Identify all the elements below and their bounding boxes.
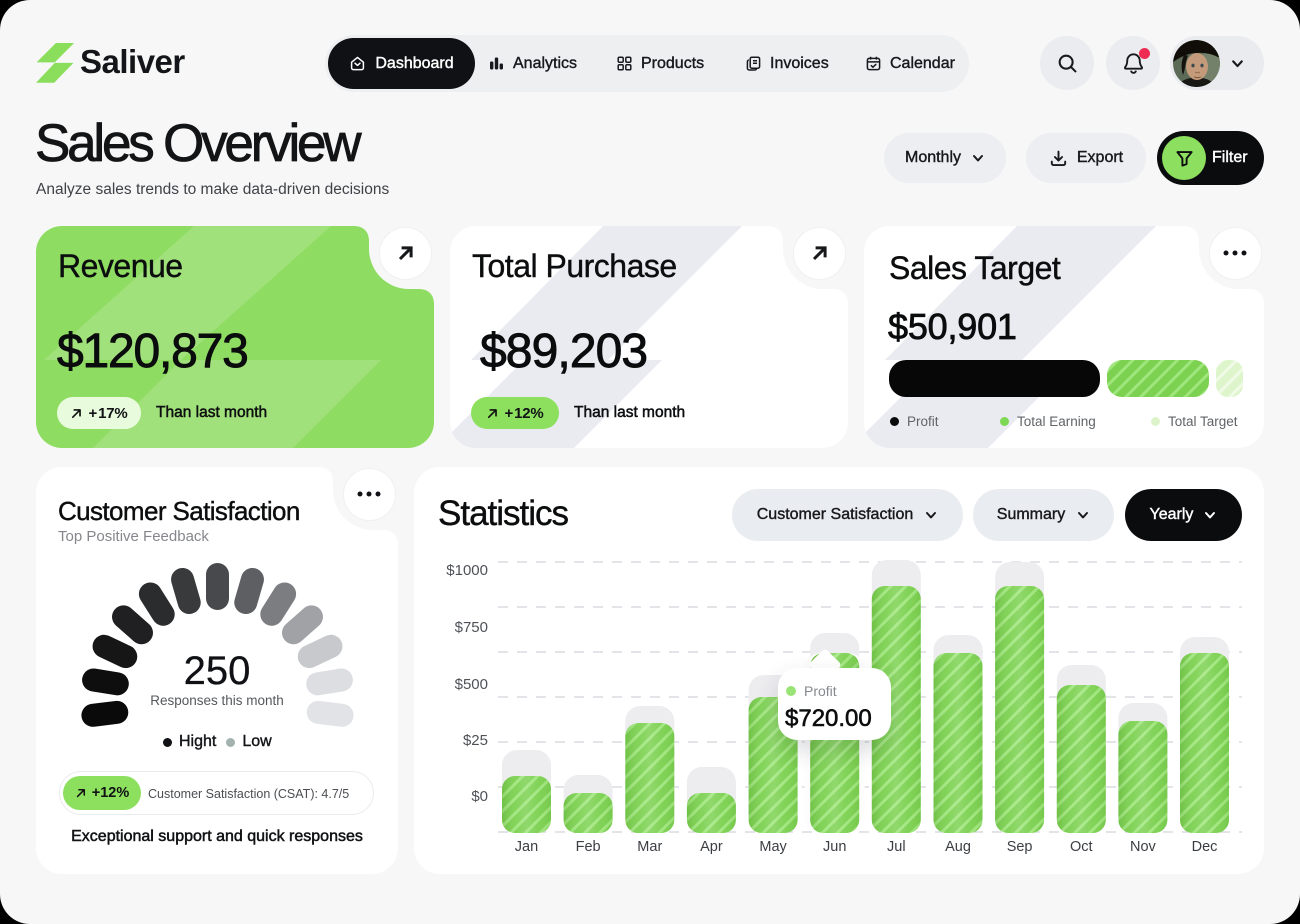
svg-text:$1000: $1000 — [446, 562, 488, 579]
svg-text:$500: $500 — [455, 676, 488, 693]
svg-text:$25: $25 — [463, 732, 488, 749]
svg-text:Jan: Jan — [515, 839, 538, 855]
svg-text:May: May — [759, 839, 787, 855]
svg-text:Sep: Sep — [1007, 839, 1033, 855]
svg-text:Nov: Nov — [1130, 839, 1157, 855]
svg-text:Apr: Apr — [700, 839, 723, 855]
svg-text:$750: $750 — [455, 619, 488, 636]
svg-text:Feb: Feb — [576, 839, 601, 855]
svg-text:Jun: Jun — [823, 839, 846, 855]
svg-text:Mar: Mar — [637, 839, 662, 855]
svg-text:$0: $0 — [471, 788, 488, 805]
svg-text:Oct: Oct — [1070, 839, 1093, 855]
svg-text:Aug: Aug — [945, 839, 971, 855]
svg-text:Jul: Jul — [887, 839, 906, 855]
svg-text:Dec: Dec — [1192, 839, 1218, 855]
